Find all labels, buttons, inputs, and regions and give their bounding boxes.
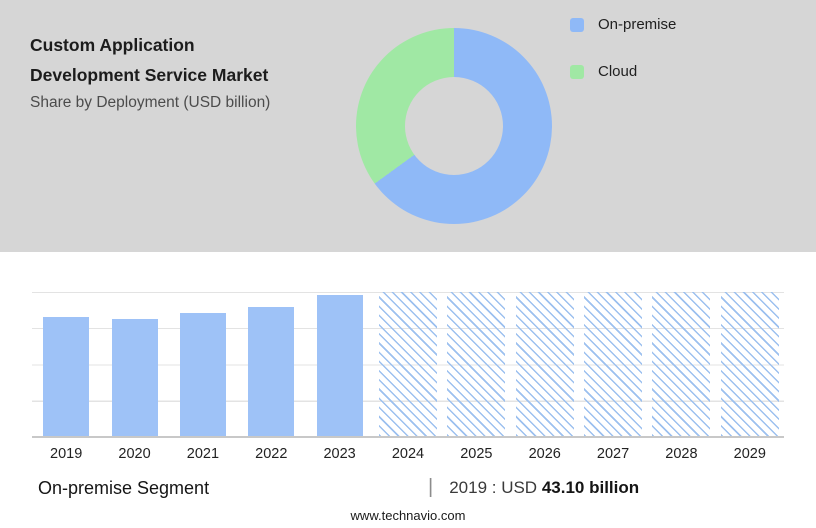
bar-column-2022 bbox=[237, 292, 305, 436]
legend-label-cloud: Cloud bbox=[598, 63, 638, 80]
title-line-1: Custom Application bbox=[30, 35, 195, 55]
bar-column-2021 bbox=[169, 292, 237, 436]
x-axis-label-2024: 2024 bbox=[391, 446, 425, 462]
bar-chart bbox=[0, 252, 816, 438]
stat-block: | 2019 : USD 43.10 billion bbox=[428, 476, 639, 499]
title-block: Custom Application Development Service M… bbox=[0, 0, 328, 252]
plot-area bbox=[32, 292, 784, 438]
legend-label-on-premise: On-premise bbox=[598, 16, 677, 33]
x-axis-label-2025: 2025 bbox=[460, 446, 493, 462]
x-axis-label-2023: 2023 bbox=[323, 446, 356, 462]
segment-label: On-premise Segment bbox=[38, 478, 210, 498]
x-axis-label-2022: 2022 bbox=[255, 446, 288, 462]
x-axis-label-2019: 2019 bbox=[50, 446, 83, 462]
x-axis-label-2026: 2026 bbox=[528, 446, 561, 462]
bar-column-2023 bbox=[305, 292, 373, 436]
bar-2023 bbox=[316, 295, 363, 436]
bar-column-2024 bbox=[374, 292, 442, 436]
forecast-bar-2028 bbox=[652, 292, 711, 436]
bar-column-2029 bbox=[716, 292, 784, 436]
x-axis-label-2029: 2029 bbox=[733, 446, 766, 462]
x-axis-label-2027: 2027 bbox=[596, 446, 630, 462]
stat-text: 2019 : USD 43.10 billion bbox=[449, 478, 639, 498]
legend-swatch-cloud-icon bbox=[570, 64, 584, 79]
x-axis-label-2020: 2020 bbox=[118, 446, 151, 462]
bar-2019 bbox=[43, 316, 90, 436]
donut-chart bbox=[356, 28, 552, 224]
header-section: Custom Application Development Service M… bbox=[0, 0, 816, 252]
bar-column-2019 bbox=[32, 292, 100, 436]
bar-2022 bbox=[248, 306, 295, 436]
forecast-bar-2027 bbox=[584, 292, 643, 436]
legend-item-cloud: Cloud bbox=[570, 63, 676, 80]
legend-item-on-premise: On-premise bbox=[570, 16, 676, 33]
forecast-bar-2029 bbox=[720, 292, 779, 436]
chart-legend: On-premise Cloud bbox=[570, 16, 676, 252]
bar-column-2026 bbox=[511, 292, 579, 436]
divider: | bbox=[428, 476, 434, 498]
donut-hole bbox=[405, 77, 503, 175]
stat-prefix: 2019 : USD bbox=[449, 478, 538, 497]
bar-column-2025 bbox=[442, 292, 510, 436]
x-axis-label-2021: 2021 bbox=[186, 446, 220, 462]
forecast-bar-2025 bbox=[447, 292, 506, 436]
bar-2021 bbox=[179, 313, 226, 436]
page-title: Custom Application Development Service M… bbox=[30, 30, 328, 90]
bar-column-2027 bbox=[579, 292, 647, 436]
bar-2020 bbox=[111, 319, 158, 436]
legend-swatch-on-premise-icon bbox=[570, 17, 584, 32]
website-link[interactable]: www.technavio.com bbox=[350, 508, 466, 523]
bar-column-2020 bbox=[100, 292, 168, 436]
bar-column-2028 bbox=[647, 292, 715, 436]
stat-value: 43.10 billion bbox=[541, 478, 640, 497]
x-axis-label-2028: 2028 bbox=[665, 446, 698, 462]
footer-stats: On-premise Segment | 2019 : USD 43.10 bi… bbox=[0, 476, 816, 504]
forecast-bar-2026 bbox=[515, 292, 574, 436]
x-axis: 2019 2020 2021 2022 2023 2024 2025 2026 2027 2028… bbox=[0, 438, 816, 462]
forecast-bar-2024 bbox=[378, 292, 437, 436]
page-subtitle: Share by Deployment (USD billion) bbox=[30, 94, 271, 111]
title-line-2: Development Service Market bbox=[30, 65, 269, 85]
